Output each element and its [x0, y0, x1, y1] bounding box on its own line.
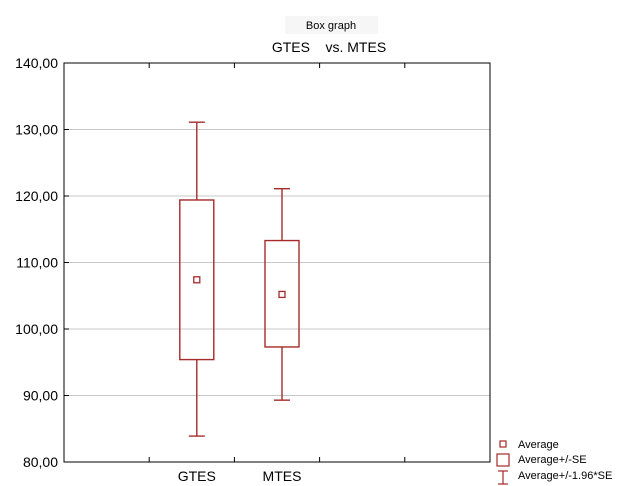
legend-label: Average+/-1.96*SE	[518, 470, 612, 482]
plot-frame	[63, 62, 491, 463]
legend: Average Average+/-SE Average+/-1.96*SE	[494, 436, 642, 486]
category-label-mtes: MTES	[263, 468, 302, 484]
average-marker	[278, 290, 286, 299]
chart-top-title: Box graph	[306, 20, 356, 32]
y-tick-label: 80,00	[23, 454, 58, 470]
y-tick-label: 100,00	[15, 321, 58, 337]
box-series	[179, 121, 300, 437]
legend-label: Average	[518, 439, 559, 451]
legend-se-icon	[496, 453, 510, 467]
average-marker	[193, 276, 201, 284]
se-box	[179, 199, 215, 361]
y-tick-label: 140,00	[15, 55, 58, 71]
title-top-bg	[285, 16, 378, 34]
se-box	[264, 239, 300, 348]
x-axis-labels: GTES MTES	[178, 468, 302, 484]
legend-label: Average+/-SE	[518, 454, 587, 466]
legend-background	[494, 436, 642, 486]
y-tick-label: 90,00	[23, 388, 58, 404]
x-axis-ticks	[148, 63, 406, 462]
y-tick-label: 110,00	[16, 255, 58, 271]
y-tick-label: 130,00	[15, 122, 58, 138]
y-tick-label: 120,00	[15, 188, 58, 204]
gridlines	[64, 129, 490, 396]
legend-average-icon	[499, 440, 507, 448]
box-gtes	[179, 121, 215, 437]
y-axis-ticks: 80,00 90,00 100,00 110,00 120,00 130,00 140,00	[15, 55, 69, 470]
chart-title: GTES vs. MTES	[272, 39, 386, 55]
box-mtes	[264, 187, 300, 401]
category-label-gtes: GTES	[178, 468, 216, 484]
